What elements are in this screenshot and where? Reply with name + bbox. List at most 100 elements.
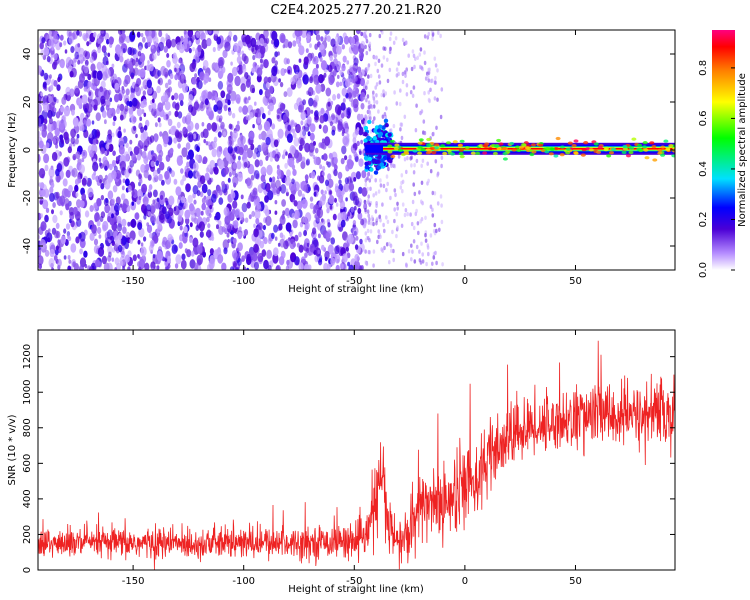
spectrogram-noise-blob [313,74,320,86]
spectrogram-track-blob [596,150,602,154]
spectrogram-noise-blob [99,179,102,184]
spectrogram-scatter-blob [434,250,437,256]
spectrogram-track-blob [642,141,648,145]
spectrogram-noise-blob [81,157,85,163]
spectrogram-noise-blob [277,51,280,56]
spectrogram-noise-blob [191,77,197,85]
spectrogram-noise-blob [240,76,246,85]
spectrogram-track-blob [417,141,423,145]
spectrogram-noise-blob [82,33,87,40]
spectrogram-noise-blob [278,256,285,266]
spectrogram-scatter-blob [394,192,397,198]
spectrogram-onset-blob [378,124,383,129]
spectrogram-noise-blob [257,222,263,231]
spectrogram-noise-blob [122,178,126,184]
spectrogram-noise-blob [178,43,185,54]
spectrogram-noise-blob [309,123,316,133]
spectrogram-noise-blob [323,262,329,270]
spectrogram-noise-blob [86,103,93,114]
spectrogram-noise-blob [285,222,292,232]
spectrogram-scatter-blob [437,30,440,35]
colorbar-gradient [712,30,735,270]
spectrogram-noise-blob [273,224,279,233]
snr-x-tick-label: -100 [232,576,255,587]
spectrogram-noise-blob [243,229,249,236]
spectrogram-noise-blob [49,242,55,252]
spectrogram-noise-blob [151,107,157,117]
spectrogram-noise-blob [150,213,157,224]
spectrogram-noise-blob [100,30,105,34]
spectrogram-scatter-blob [417,230,420,236]
spectrogram-noise-blob [259,58,263,64]
snr-y-tick-label: 800 [22,418,33,437]
spectrogram-noise-blob [344,177,349,185]
spectrogram-noise-blob [308,97,314,107]
spectrogram-noise-blob [242,105,249,115]
spectrogram-noise-blob [116,215,122,225]
spectrogram-noise-blob [217,45,221,51]
spectrogram-track-blob [622,147,628,151]
spectrogram-scatter-blob [377,189,381,194]
spectrogram-noise-blob [244,217,249,223]
spectrogram-noise-blob [271,39,274,45]
spectrogram-track-blob [665,147,671,151]
spectrogram-scatter-blob [430,267,433,270]
spectrogram-scatter-blob [394,36,398,41]
spectrogram-noise-blob [158,149,164,158]
spectrogram-noise-blob [223,104,228,112]
spectrogram-noise-blob [192,237,199,248]
spectrogram-scatter-blob [375,55,378,60]
spectrogram-noise-blob [41,189,46,197]
spectrogram-noise-blob [170,38,177,48]
spectrogram-scatter-blob [369,229,373,234]
spectrogram-noise-blob [353,151,358,158]
spectrogram-noise-blob [308,142,315,153]
spectrogram-noise-blob [300,120,304,126]
spectrogram-noise-blob [165,154,171,162]
spectrogram-scatter-blob [399,185,403,190]
spectrogram-noise-blob [107,129,112,137]
spectrogram-scatter-blob [431,261,434,266]
spectrogram-noise-blob [327,173,332,181]
spectrogram-noise-blob [279,232,284,239]
spectrogram-noise-blob [260,166,267,176]
spectrogram-scatter-blob [375,93,378,98]
spectrogram-scatter-blob [400,135,404,141]
spectrogram-noise-blob [81,177,87,186]
spectrogram-scatter-blob [385,174,389,179]
spectrogram-scatter-blob [383,112,387,117]
spectrogram-noise-blob [51,125,55,131]
spectrogram-scatter-blob [364,30,367,33]
spectrogram-noise-blob [219,115,223,121]
spectrogram-noise-blob [119,203,123,208]
spectrogram-onset-blob [388,158,393,164]
spectrogram-scatter-blob [433,191,437,196]
spectrogram-noise-blob [56,111,60,116]
spectrogram-noise-blob [156,50,161,56]
spectrogram-scatter-blob [426,35,430,40]
spectrogram-noise-blob [319,257,323,263]
spectrogram-track-blob [529,152,535,157]
spectrogram-noise-blob [225,93,231,101]
spectrogram-noise-blob [257,117,261,124]
spectrogram-noise-blob [238,146,244,156]
spectrogram-noise-blob [184,248,188,254]
spectrogram-noise-blob [228,172,232,177]
spectrogram-noise-blob [121,193,126,201]
spectrogram-track-blob [475,151,481,155]
spectrogram-noise-blob [241,53,247,62]
spectrogram-noise-blob [237,64,244,75]
spectrogram-noise-blob [230,95,234,102]
spectrogram-noise-blob [44,164,49,172]
figure-title: C2E4.2025.277.20.21.R20 [270,3,441,18]
spectrogram-x-tick-label: 50 [569,276,582,287]
spectrogram-scatter-blob [433,96,437,101]
spectrogram-noise-blob [223,166,229,175]
spectrogram-noise-blob [163,114,167,120]
spectrogram-scatter-blob [425,261,428,267]
spectrogram-noise-blob [281,103,285,110]
spectrogram-noise-blob [273,247,279,257]
spectrogram-noise-blob [281,199,286,207]
spectrogram-scatter-blob [365,98,368,103]
spectrogram-noise-blob [74,178,80,186]
